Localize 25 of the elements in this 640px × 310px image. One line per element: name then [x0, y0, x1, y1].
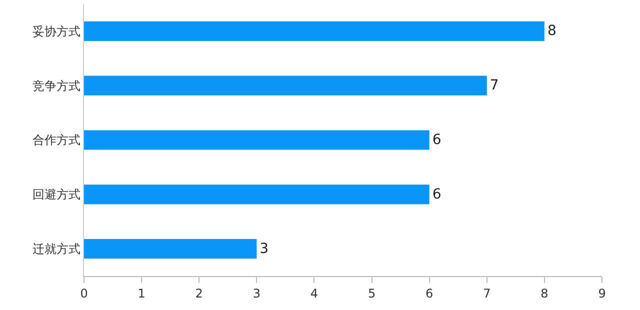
data-label: 6 — [432, 132, 442, 148]
bar — [84, 21, 544, 41]
bar — [84, 76, 487, 96]
x-tick-label: 7 — [483, 286, 491, 300]
data-label: 3 — [260, 240, 269, 257]
x-tick-label: 5 — [368, 286, 376, 300]
data-label: 7 — [490, 78, 499, 94]
y-tick-label: 回避方式 — [32, 188, 81, 202]
x-tick-label: 0 — [80, 286, 88, 300]
data-label: 8 — [547, 23, 556, 40]
bar — [84, 239, 257, 259]
x-tick-label: 9 — [598, 286, 606, 300]
y-tick-label: 竞争方式 — [32, 78, 81, 93]
bar — [84, 130, 430, 150]
x-tick-label: 2 — [195, 286, 203, 300]
y-tick-label: 迁就方式 — [32, 242, 81, 256]
x-tick-label: 4 — [310, 286, 318, 300]
x-tick-label: 6 — [426, 286, 434, 300]
y-tick-label: 妥协方式 — [32, 24, 81, 38]
x-tick-label: 1 — [138, 286, 146, 300]
y-tick-label: 合作方式 — [32, 133, 81, 148]
data-label: 6 — [432, 186, 442, 202]
bar — [84, 184, 430, 204]
x-tick-label: 3 — [252, 286, 260, 300]
x-tick-label: 8 — [540, 286, 548, 300]
